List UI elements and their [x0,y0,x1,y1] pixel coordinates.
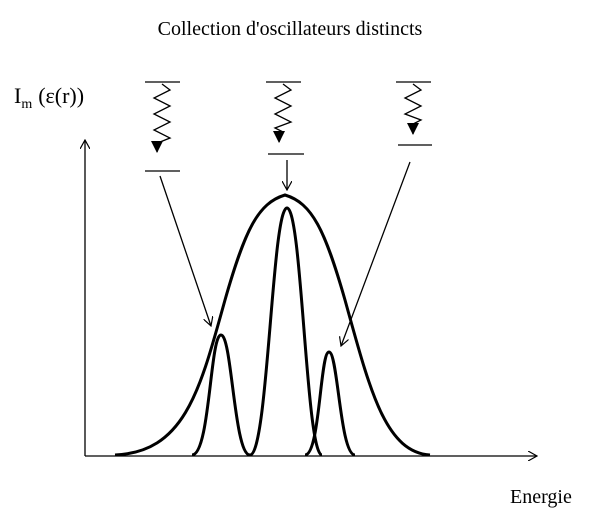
left-peak [191,333,251,457]
x-axis-label: Energie [510,486,572,508]
oscillator-right [341,81,432,346]
y-label-rest: (ε(r)) [38,83,84,108]
broad-peak [114,193,431,457]
axes [85,140,537,456]
y-label-subscript: m [21,97,32,112]
center-peak [248,206,324,457]
y-axis-label: Im (ε(r)) [14,83,84,112]
title: Collection d'oscillateurs distincts [158,18,423,40]
oscillator-left [145,81,211,326]
curves [114,193,431,457]
oscillator-center [266,81,304,190]
right-peak [304,350,356,457]
y-label-main: I [14,83,21,108]
